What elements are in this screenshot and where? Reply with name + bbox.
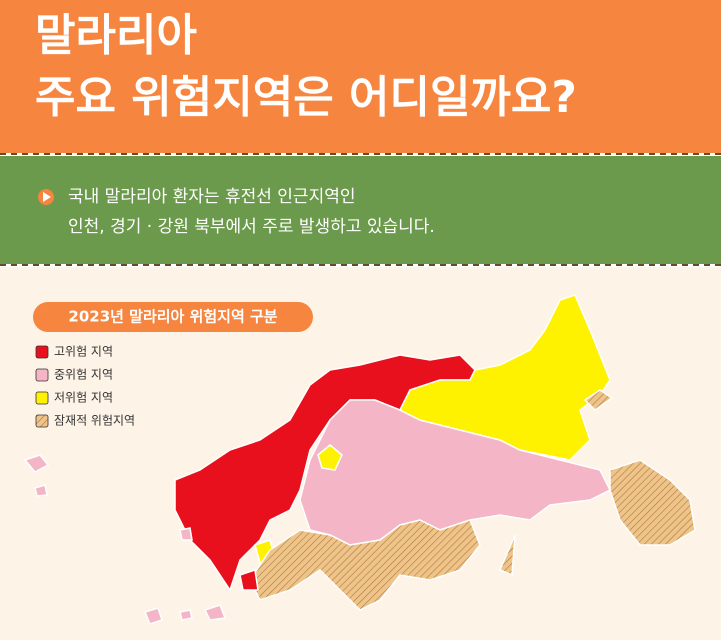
island: [34, 484, 48, 497]
intro-band: [0, 156, 721, 264]
region-low: [398, 294, 611, 461]
island: [179, 609, 193, 621]
island: [179, 527, 193, 541]
island: [143, 607, 163, 625]
legend-title: 2023년 말라리아 위험지역 구분: [68, 308, 277, 326]
title-line: 말라리아: [35, 10, 197, 61]
header-band: [0, 0, 721, 153]
title-line: 주요 위험지역은 어디일까요?: [35, 72, 577, 123]
region-latent: [609, 459, 696, 546]
bullet-arrow: [43, 192, 51, 202]
region-low: [317, 444, 343, 471]
region-high: [239, 569, 259, 591]
legend-swatch: [35, 368, 49, 382]
intro-line: 인천, 경기 · 강원 북부에서 주로 발생하고 있습니다.: [68, 217, 435, 237]
intro-line: 국내 말라리아 환자는 휴전선 인근지역인: [68, 187, 356, 207]
legend-label: 잠재적 위험지역: [54, 414, 135, 428]
region-latent: [499, 534, 516, 577]
legend-swatch: [35, 414, 49, 428]
legend-swatch: [35, 391, 49, 405]
island: [23, 454, 50, 473]
legend-title-box: [33, 302, 313, 332]
map: [23, 294, 696, 625]
legend-label: 저위험 지역: [54, 391, 113, 405]
region-latent: [583, 389, 614, 411]
island: [203, 604, 227, 621]
region-latent: [249, 519, 481, 611]
legend-swatch: [35, 345, 49, 359]
legend-label: 중위험 지역: [54, 368, 113, 382]
legend-label: 고위험 지역: [54, 345, 113, 359]
